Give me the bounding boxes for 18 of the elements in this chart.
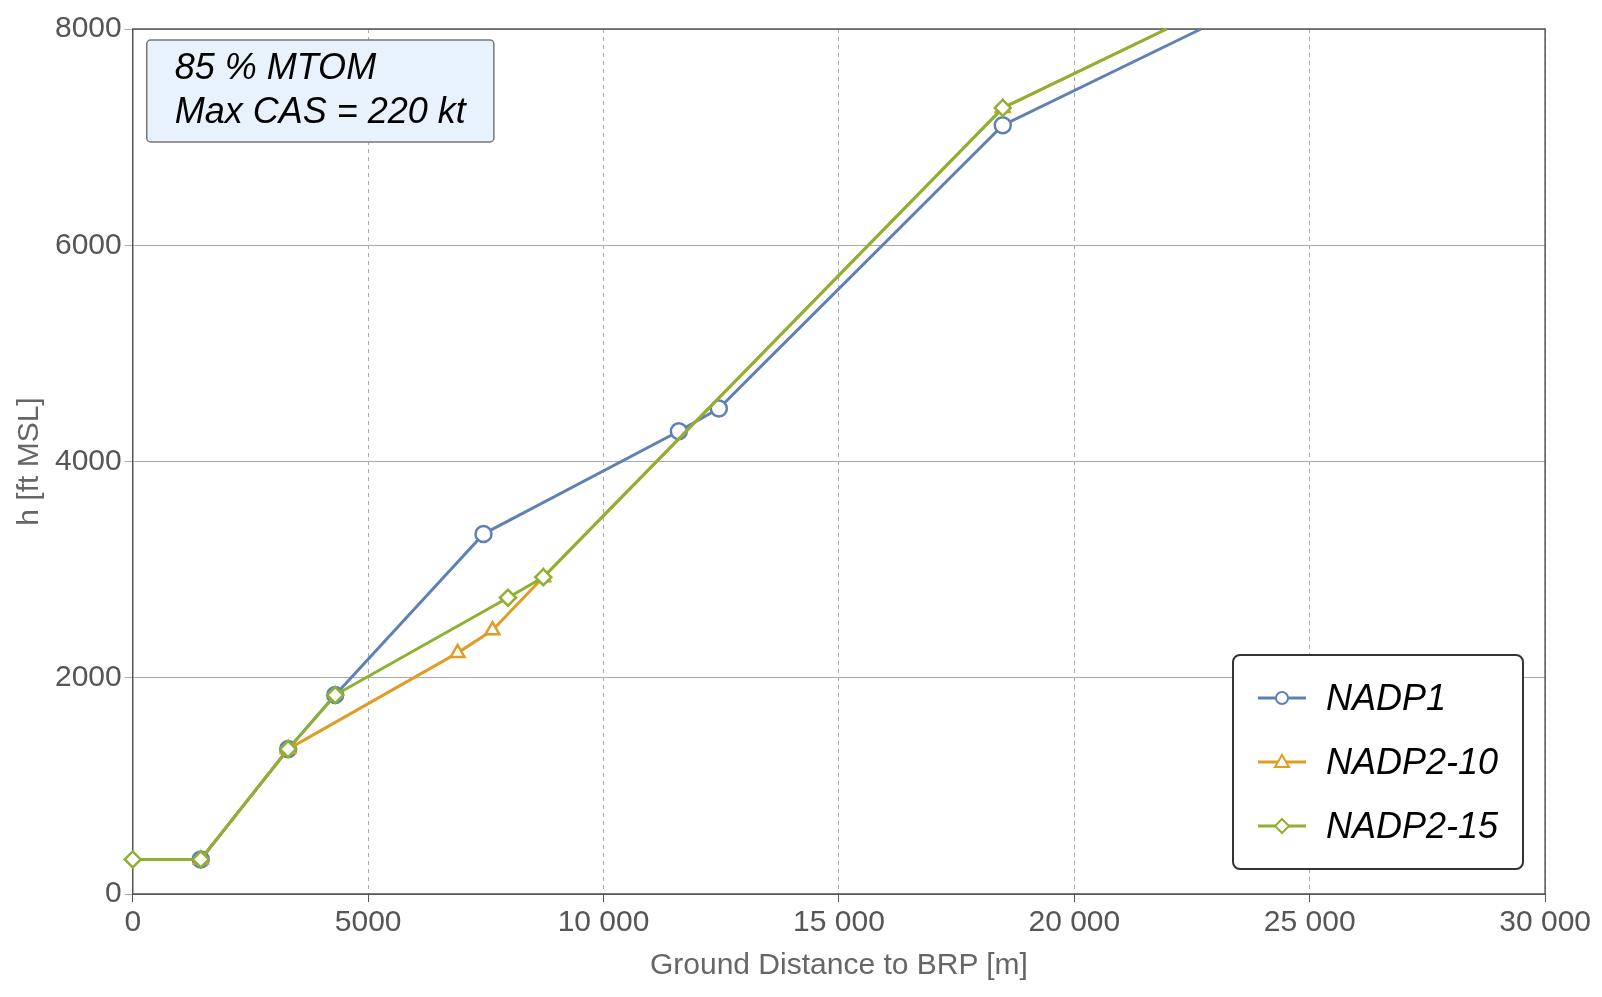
y-tick-label: 6000 — [54, 226, 122, 260]
legend-label: NADP2-15 — [1325, 805, 1498, 847]
annotation: Max CAS = 220 kt — [174, 90, 468, 132]
y-axis-title: h [ft MSL] — [11, 397, 45, 526]
legend-label: NADP2-10 — [1325, 741, 1498, 783]
y-tick-label: 8000 — [54, 10, 122, 44]
annotation: 85 % MTOM — [174, 46, 377, 88]
x-tick-label: 20 000 — [1028, 904, 1121, 938]
x-tick-label: 5000 — [334, 904, 402, 938]
legend-label: NADP1 — [1325, 677, 1446, 719]
x-tick-label: 10 000 — [557, 904, 650, 938]
y-tick-label: 4000 — [54, 442, 122, 476]
x-tick-label: 25 000 — [1263, 904, 1356, 938]
y-tick-label: 0 — [105, 875, 122, 909]
x-tick-label: 15 000 — [793, 904, 885, 938]
x-axis-title: Ground Distance to BRP [m] — [649, 947, 1028, 981]
x-tick-label: 30 000 — [1499, 904, 1591, 938]
y-tick-label: 2000 — [54, 659, 122, 693]
